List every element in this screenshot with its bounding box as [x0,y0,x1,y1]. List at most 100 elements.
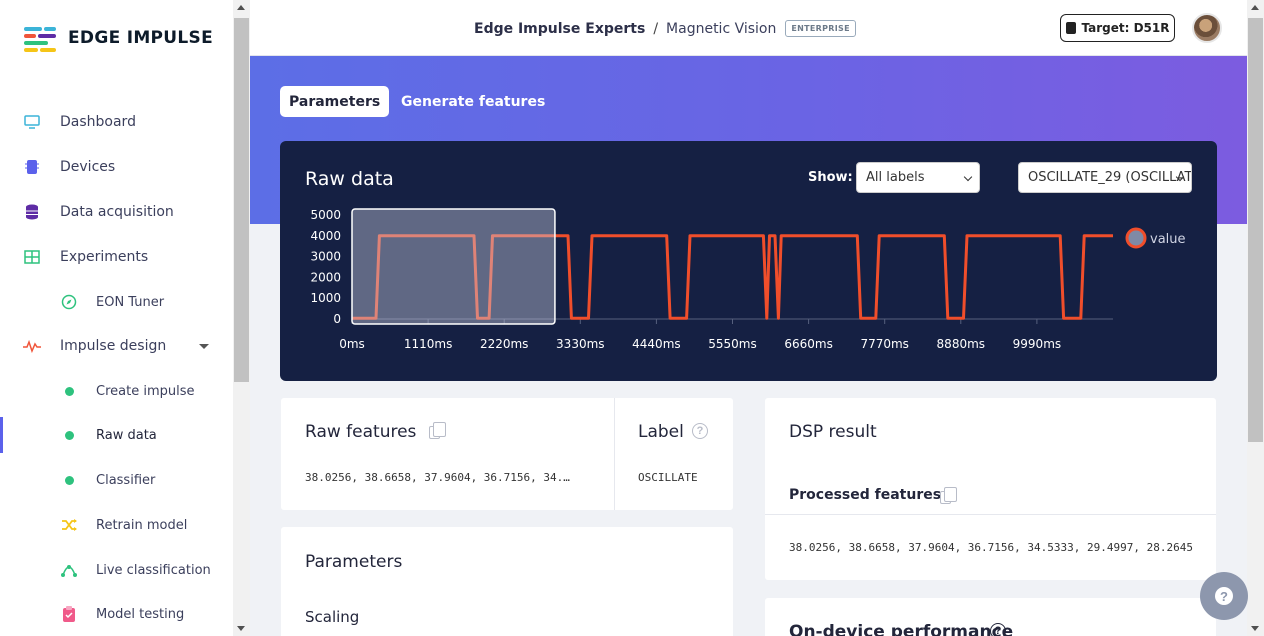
sidebar-item-label: Live classification [96,562,211,578]
sidebar-item-label: Dashboard [60,114,136,130]
sidebar-item-label: Model testing [96,606,185,622]
help-icon[interactable]: ? [990,623,1006,636]
y-tick-label: 0 [333,312,341,326]
sidebar-item-label: Create impulse [96,383,195,399]
sidebar-item-label: Raw data [96,427,157,443]
scroll-down-icon[interactable] [237,626,245,631]
chip-icon [23,158,41,176]
sidebar-item-devices[interactable]: Devices [0,149,233,185]
sidebar-item-eon-tuner[interactable]: EON Tuner [0,284,233,320]
x-tick-label: 9990ms [1013,337,1061,351]
performance-title: On-device performance [789,622,1014,636]
performance-card: On-device performance ? [765,598,1216,636]
processed-features-values: 38.0256, 38.6658, 37.9604, 36.7156, 34.5… [789,541,1193,554]
card-divider [614,398,615,510]
sidebar-item-experiments[interactable]: Experiments [0,239,233,275]
parameters-card: Parameters Scaling [281,527,733,636]
breadcrumb-org[interactable]: Edge Impulse Experts [474,20,646,37]
x-tick-label: 7770ms [860,337,908,351]
target-device-button[interactable]: Target: D51R [1060,14,1175,42]
scaling-heading: Scaling [305,608,360,626]
dot-icon [60,382,78,400]
sidebar-scrollbar-thumb[interactable] [234,18,249,382]
y-tick-label: 3000 [310,250,341,264]
nodes-icon [60,561,78,579]
copy-icon[interactable] [429,422,446,439]
dsp-result-title: DSP result [789,422,877,442]
raw-features-title: Raw features [305,422,417,442]
sidebar-item-model-testing[interactable]: Model testing [0,596,233,632]
help-icon[interactable]: ? [692,423,708,439]
floating-help-button[interactable]: ? [1200,572,1248,620]
sidebar-item-data-acquisition[interactable]: Data acquisition [0,194,233,230]
y-tick-label: 2000 [310,270,341,284]
enterprise-badge: ENTERPRISE [785,20,856,37]
sidebar-item-label: Classifier [96,472,156,488]
series-line-value [352,234,1113,320]
sidebar-item-label: Data acquisition [60,204,174,220]
breadcrumb: Edge Impulse Experts / Magnetic Vision E… [474,20,856,37]
sidebar-item-retrain-model[interactable]: Retrain model [0,507,233,543]
database-icon [23,203,41,221]
legend-marker [1125,227,1147,249]
dsp-result-card: DSP result Processed features 38.0256, 3… [765,398,1216,580]
x-tick-label: 4440ms [632,337,680,351]
compass-icon [60,293,78,311]
x-tick-label: 8880ms [937,337,985,351]
dot-icon [60,471,78,489]
help-icon: ? [1215,587,1233,605]
sidebar: EDGE IMPULSE Dashboard Devices Data acqu… [0,0,233,636]
avatar[interactable] [1192,13,1222,43]
y-tick-label: 4000 [310,229,341,243]
window-selection [351,208,556,325]
sample-select[interactable]: OSCILLATE_29 (OSCILLATE) [1018,162,1192,193]
label-filter-select[interactable]: All labels [856,162,980,193]
sidebar-item-live-classification[interactable]: Live classification [0,552,233,588]
sidebar-item-impulse-design[interactable]: Impulse design [0,328,233,364]
x-tick-label: 0ms [339,337,365,351]
sidebar-item-create-impulse[interactable]: Create impulse [0,373,233,409]
target-label: Target: D51R [1081,21,1170,35]
parameters-title: Parameters [305,552,403,572]
raw-features-card: Raw features 38.0256, 38.6658, 37.9604, … [281,398,733,510]
edge-impulse-logo[interactable]: EDGE IMPULSE [22,24,213,52]
tab-generate-features[interactable]: Generate features [401,93,546,110]
logo-mark-icon [22,24,58,52]
sidebar-scrollbar[interactable] [233,0,250,636]
logo-text: EDGE IMPULSE [68,28,214,48]
sidebar-item-dashboard[interactable]: Dashboard [0,104,233,140]
sidebar-item-raw-data[interactable]: Raw data [0,417,233,453]
breadcrumb-project[interactable]: Magnetic Vision [666,20,777,37]
copy-icon[interactable] [940,487,957,504]
scroll-up-icon[interactable] [237,5,245,10]
raw-data-panel: Raw data Show: All labels OSCILLATE_29 (… [280,141,1217,381]
monitor-icon [23,113,41,131]
tab-parameters[interactable]: Parameters [280,86,390,117]
scroll-up-icon[interactable] [1251,5,1259,10]
top-header: Edge Impulse Experts / Magnetic Vision E… [250,0,1247,56]
dot-icon [60,426,78,444]
x-tick-label: 6660ms [784,337,832,351]
main-scrollbar-thumb[interactable] [1248,18,1263,442]
pulse-icon [23,337,41,355]
x-tick-label: 3330ms [556,337,604,351]
processed-features-title: Processed features [789,487,942,503]
scroll-down-icon[interactable] [1251,626,1259,631]
legend-label: value [1150,232,1186,247]
show-label: Show: [808,170,853,185]
raw-features-values: 38.0256, 38.6658, 37.9604, 36.7156, 34.5… [305,471,573,484]
sidebar-item-label: Retrain model [96,517,188,533]
chip-icon [1065,22,1076,34]
sidebar-item-classifier[interactable]: Classifier [0,462,233,498]
card-divider [765,514,1216,515]
main-scrollbar[interactable] [1247,0,1264,636]
grid-icon [23,248,41,266]
sidebar-item-label: Experiments [60,249,149,265]
label-value: OSCILLATE [638,471,698,484]
label-title: Label [638,422,684,442]
raw-data-chart[interactable]: 5000 4000 3000 2000 1000 0 0ms 1110ms 2220ms 3330… [280,141,1217,381]
x-tick-label: 2220ms [480,337,528,351]
raw-data-title: Raw data [305,168,394,190]
chevron-down-icon[interactable] [199,344,209,349]
y-tick-label: 1000 [310,291,341,305]
